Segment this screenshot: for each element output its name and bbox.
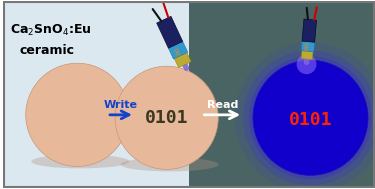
Circle shape <box>243 50 375 185</box>
Ellipse shape <box>121 157 219 171</box>
Bar <box>189 1 375 188</box>
Circle shape <box>26 63 129 167</box>
Ellipse shape <box>31 155 129 168</box>
Text: Ca$_2$SnO$_4$:Eu: Ca$_2$SnO$_4$:Eu <box>10 22 92 38</box>
Text: 240: 240 <box>305 42 311 51</box>
Polygon shape <box>174 53 191 67</box>
Polygon shape <box>301 41 315 52</box>
Polygon shape <box>301 51 313 60</box>
Polygon shape <box>168 41 188 59</box>
Text: 0101: 0101 <box>289 111 332 129</box>
Text: 240: 240 <box>174 45 182 56</box>
Circle shape <box>297 54 316 74</box>
Text: ceramic: ceramic <box>19 44 74 57</box>
Text: 0101: 0101 <box>145 109 188 127</box>
Polygon shape <box>302 19 316 42</box>
Circle shape <box>253 60 368 175</box>
Circle shape <box>235 42 375 189</box>
Bar <box>3 1 189 188</box>
Text: Read: Read <box>207 100 238 110</box>
Circle shape <box>249 56 372 179</box>
Circle shape <box>115 66 218 169</box>
Polygon shape <box>157 16 183 48</box>
Text: Write: Write <box>104 100 138 110</box>
